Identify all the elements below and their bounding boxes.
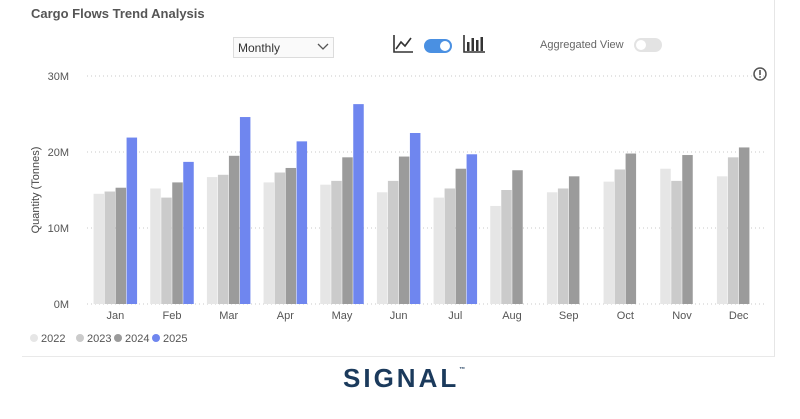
bar [239, 117, 251, 304]
bar [727, 157, 739, 304]
x-tick-label: Dec [729, 310, 749, 322]
bar [93, 193, 105, 304]
bar [490, 205, 501, 304]
y-tick-label: 10M [48, 223, 69, 235]
toggle-knob [440, 41, 450, 51]
aggregated-view-label: Aggregated View [540, 39, 624, 51]
legend-item[interactable]: 2025 [152, 333, 187, 345]
x-tick-label: Jul [448, 310, 462, 322]
x-tick-label: Nov [672, 310, 692, 322]
legend-dot [152, 334, 160, 342]
x-tick-label: May [332, 310, 353, 322]
y-tick-label: 20M [48, 147, 69, 159]
bar-chart: 0M 10M 20M 30M Quantity (Tonnes) Jan Feb Mar Apr… [30, 71, 767, 322]
bar [342, 157, 353, 304]
bar [546, 192, 558, 304]
bar [296, 141, 308, 304]
legend-dot [76, 334, 84, 342]
chart-title: Cargo Flows Trend Analysis [31, 6, 205, 21]
bar [455, 168, 467, 304]
x-tick-label: Feb [163, 310, 182, 322]
x-tick-label: Aug [502, 310, 522, 322]
bar [398, 156, 410, 304]
bar [263, 182, 275, 304]
bar [433, 197, 445, 304]
bar [682, 155, 693, 304]
bar [716, 176, 728, 304]
chart-card: Cargo Flows Trend Analysis Monthly Aggre… [22, 0, 775, 357]
bar [183, 161, 194, 304]
x-tick-label: Jan [106, 310, 124, 322]
bar [501, 190, 512, 304]
y-tick-label: 30M [48, 71, 69, 83]
bar [387, 180, 399, 304]
bar [320, 184, 331, 304]
bar [206, 177, 218, 304]
bar [161, 197, 172, 304]
bar [557, 188, 569, 304]
bar [150, 188, 161, 304]
legend-item[interactable]: 2024 [114, 333, 149, 345]
legend-item[interactable]: 2022 [30, 333, 65, 345]
bar [331, 180, 342, 304]
legend-label: 2024 [125, 333, 150, 345]
bar [466, 154, 478, 304]
chevron-down-icon [317, 43, 329, 50]
bar [671, 180, 682, 304]
info-icon[interactable] [753, 67, 767, 81]
legend-label: 2022 [41, 333, 66, 345]
x-tick-label: Mar [219, 310, 238, 322]
bar [126, 137, 138, 304]
x-tick-label: Sep [559, 310, 579, 322]
bar [625, 153, 637, 304]
bar [444, 188, 456, 304]
x-tick-label: Apr [277, 310, 294, 322]
toggle-knob [636, 40, 646, 50]
bar [409, 133, 421, 304]
bar [603, 181, 615, 304]
trademark-mark: ™ [459, 367, 466, 373]
bar [738, 147, 750, 304]
legend-dot [114, 334, 122, 342]
legend-label: 2025 [163, 333, 188, 345]
bar [115, 187, 127, 304]
chart-type-toggle[interactable] [424, 39, 452, 53]
period-dropdown[interactable]: Monthly [233, 37, 334, 58]
bar-chart-icon[interactable] [462, 34, 486, 54]
bar [228, 155, 240, 304]
bar [285, 167, 297, 304]
brand-name: SIGNAL [343, 363, 460, 393]
bar [512, 170, 523, 304]
x-tick-label: Oct [617, 310, 634, 322]
bar [353, 104, 364, 305]
brand-logo: SIGNAL™ [343, 363, 465, 394]
legend-label: 2023 [87, 333, 112, 345]
legend-dot [30, 334, 38, 342]
legend-item[interactable]: 2023 [76, 333, 111, 345]
bar [660, 168, 671, 304]
aggregated-view-toggle[interactable] [634, 38, 662, 52]
y-axis-label: Quantity (Tonnes) [30, 147, 42, 234]
y-tick-label: 0M [54, 299, 69, 311]
bar [376, 192, 388, 304]
bar [104, 191, 116, 304]
bar [274, 172, 286, 304]
x-tick-label: Jun [390, 310, 408, 322]
bar [217, 174, 229, 304]
line-chart-icon[interactable] [392, 34, 414, 54]
period-dropdown-value: Monthly [238, 41, 281, 55]
bar [568, 176, 580, 304]
bar [172, 182, 183, 304]
bar [614, 169, 626, 304]
